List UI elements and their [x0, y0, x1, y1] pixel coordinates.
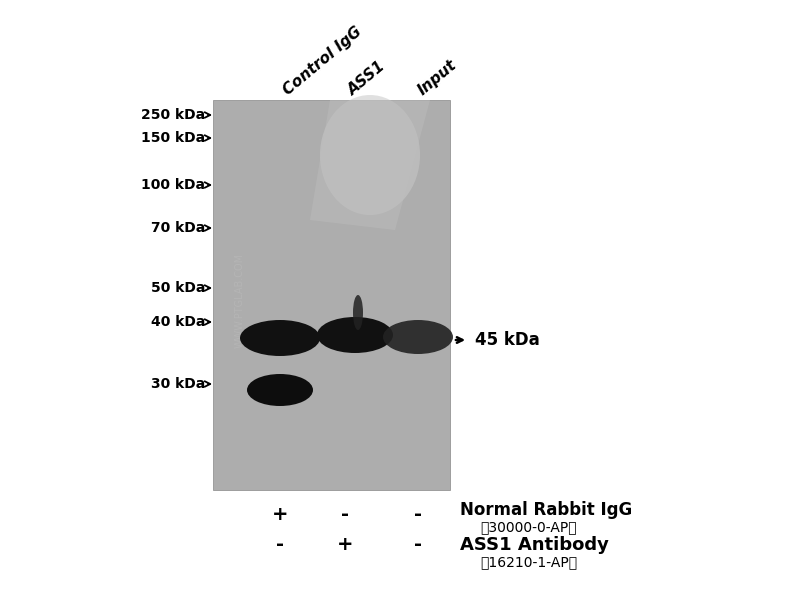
Text: 100 kDa: 100 kDa — [141, 178, 205, 192]
Text: -: - — [276, 535, 284, 554]
Text: -: - — [341, 505, 349, 524]
Text: 30 kDa: 30 kDa — [150, 377, 205, 391]
Text: 150 kDa: 150 kDa — [141, 131, 205, 145]
Text: 40 kDa: 40 kDa — [150, 315, 205, 329]
Ellipse shape — [247, 374, 313, 406]
Text: Normal Rabbit IgG: Normal Rabbit IgG — [460, 501, 632, 519]
Ellipse shape — [353, 295, 363, 330]
Polygon shape — [310, 100, 430, 230]
Text: 50 kDa: 50 kDa — [150, 281, 205, 295]
Text: 70 kDa: 70 kDa — [150, 221, 205, 235]
Text: -: - — [414, 535, 422, 554]
Text: Input: Input — [415, 57, 459, 98]
Text: -: - — [414, 505, 422, 524]
Text: +: + — [272, 505, 288, 524]
Ellipse shape — [317, 317, 393, 353]
Text: （30000-0-AP）: （30000-0-AP） — [480, 520, 577, 534]
Bar — [213, 100, 450, 490]
Text: ASS1: ASS1 — [345, 58, 388, 98]
Text: 45 kDa: 45 kDa — [475, 331, 540, 349]
Text: +: + — [337, 535, 354, 554]
Ellipse shape — [320, 95, 420, 215]
Ellipse shape — [383, 320, 453, 354]
Text: ASS1 Antibody: ASS1 Antibody — [460, 536, 609, 554]
Ellipse shape — [240, 320, 320, 356]
Text: WWW.PTGLAB.COM: WWW.PTGLAB.COM — [235, 253, 245, 347]
Text: （16210-1-AP）: （16210-1-AP） — [480, 555, 577, 569]
Text: Control IgG: Control IgG — [280, 24, 364, 98]
Text: 250 kDa: 250 kDa — [141, 108, 205, 122]
